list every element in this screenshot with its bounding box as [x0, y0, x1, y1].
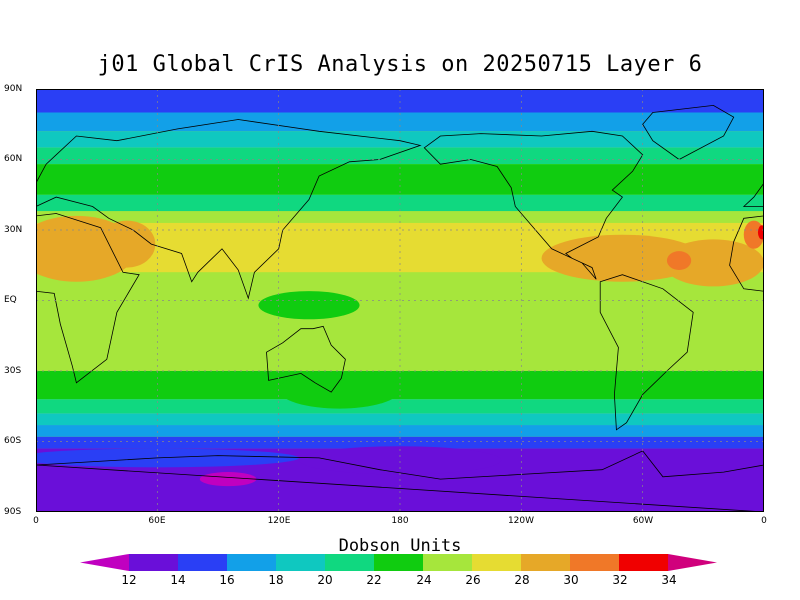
coastline-africa — [729, 215, 764, 292]
coastline-south-america — [599, 274, 694, 431]
ozone-map — [36, 89, 764, 512]
y-tick-label: 60N — [4, 154, 23, 164]
y-tick-label: EQ — [4, 295, 17, 305]
contour-band — [36, 436, 764, 449]
colorbar-label: 30 — [563, 573, 579, 587]
colorbar-label: 20 — [317, 573, 333, 587]
colorbar-swatch — [178, 554, 227, 571]
y-tick-label: 30S — [4, 366, 22, 376]
colorbar-label: 18 — [268, 573, 284, 587]
colorbar-label: 22 — [366, 573, 382, 587]
colorbar-label: 34 — [661, 573, 677, 587]
contour-band — [36, 194, 764, 212]
colorbar-label: 24 — [416, 573, 432, 587]
y-tick-label: 60S — [4, 436, 22, 446]
contour-patches — [36, 215, 764, 487]
x-tick-label: 0 — [33, 516, 39, 526]
colorbar — [80, 554, 717, 571]
colorbar-swatch — [227, 554, 276, 571]
x-tick-label: 120W — [507, 516, 535, 526]
colorbar-swatch — [423, 554, 472, 571]
contour-band — [36, 112, 764, 132]
colorbar-arrow-high — [668, 554, 717, 571]
colorbar-swatch — [619, 554, 668, 571]
contour-patch — [662, 239, 764, 287]
colorbar-swatch — [374, 554, 423, 571]
map-title: j01 Global CrIS Analysis on 20250715 Lay… — [97, 52, 703, 77]
colorbar-label: 32 — [612, 573, 628, 587]
map-frame — [36, 89, 764, 512]
colorbar-label: 28 — [514, 573, 530, 587]
contour-band — [36, 211, 764, 223]
contour-patch — [258, 291, 360, 320]
y-tick-label: 30N — [4, 225, 23, 235]
colorbar-swatch — [276, 554, 325, 571]
coastlines — [36, 104, 764, 512]
coastline-greenland — [642, 104, 735, 160]
colorbar-swatch — [325, 554, 374, 571]
grid-lines — [36, 89, 764, 512]
colorbar-arrow-low — [80, 554, 129, 571]
coastline-africa — [36, 213, 140, 384]
contour-patch — [199, 472, 257, 487]
contour-patch — [757, 225, 764, 240]
x-tick-label: 180 — [391, 516, 409, 526]
contour-band — [36, 319, 764, 371]
contour-patch — [541, 234, 704, 282]
coastline-australia — [266, 325, 346, 393]
x-tick-label: 60E — [148, 516, 166, 526]
contour-patch — [743, 220, 764, 249]
colorbar-label: 16 — [219, 573, 235, 587]
y-tick-label: 90S — [4, 507, 22, 517]
contour-patch — [298, 446, 502, 475]
x-tick-label: 120E — [267, 516, 291, 526]
contour-band — [36, 131, 764, 148]
contour-band — [36, 89, 764, 113]
contour-band — [36, 399, 764, 414]
colorbar-swatch — [570, 554, 619, 571]
contour-patch — [98, 220, 156, 268]
coastline-north-america — [423, 130, 644, 280]
contour-patch — [278, 371, 400, 409]
contour-patch — [36, 448, 299, 468]
coastline-eurasia — [36, 119, 422, 300]
colorbar-swatch — [521, 554, 570, 571]
contour-band — [36, 371, 764, 400]
y-tick-label: 90N — [4, 84, 23, 94]
coastline-antarctica — [36, 450, 764, 512]
colorbar-swatch — [129, 554, 178, 571]
colorbar-label: 26 — [465, 573, 481, 587]
contour-patch — [666, 251, 692, 270]
x-tick-label: 0 — [761, 516, 767, 526]
colorbar-title: Dobson Units — [338, 536, 462, 556]
colorbar-swatch — [472, 554, 521, 571]
colorbar-label: 14 — [170, 573, 186, 587]
contour-band — [36, 425, 764, 437]
x-tick-label: 60W — [632, 516, 654, 526]
contour-patch — [157, 277, 239, 315]
colorbar-label: 12 — [121, 573, 137, 587]
